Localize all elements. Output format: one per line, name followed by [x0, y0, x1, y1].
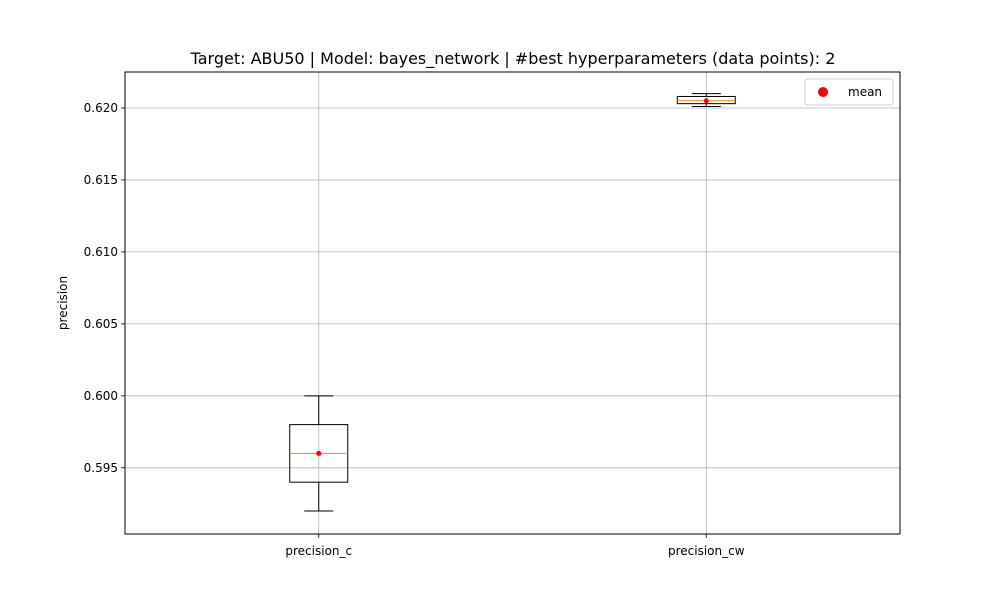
y-tick-label: 0.600 [84, 389, 118, 403]
mean-marker [703, 98, 709, 104]
legend: mean [804, 78, 894, 106]
legend-mean-marker [818, 87, 828, 97]
box-precision_cw [676, 93, 736, 108]
y-tick-label: 0.620 [84, 101, 118, 115]
chart-title: Target: ABU50 | Model: bayes_network | #… [190, 49, 836, 69]
box-series [289, 93, 736, 512]
legend-mean-label: mean [848, 85, 882, 99]
iqr-box [676, 95, 736, 105]
grid-lines [125, 72, 900, 534]
plot-frame [124, 71, 901, 535]
box-precision_c [289, 395, 349, 512]
y-tick-label: 0.615 [84, 173, 118, 187]
legend-frame [804, 78, 894, 106]
y-tick-label: 0.605 [84, 317, 118, 331]
x-tick-label: precision_c [285, 544, 352, 558]
mean-marker [316, 450, 322, 456]
y-tick-label: 0.595 [84, 461, 118, 475]
y-axis-ticks: 0.595 0.600 0.605 0.610 0.615 0.620 [84, 101, 125, 475]
y-tick-label: 0.610 [84, 245, 118, 259]
y-axis-label: precision [56, 276, 70, 330]
x-tick-label: precision_cw [668, 544, 745, 558]
x-axis-ticks: precision_c precision_cw [285, 534, 745, 558]
